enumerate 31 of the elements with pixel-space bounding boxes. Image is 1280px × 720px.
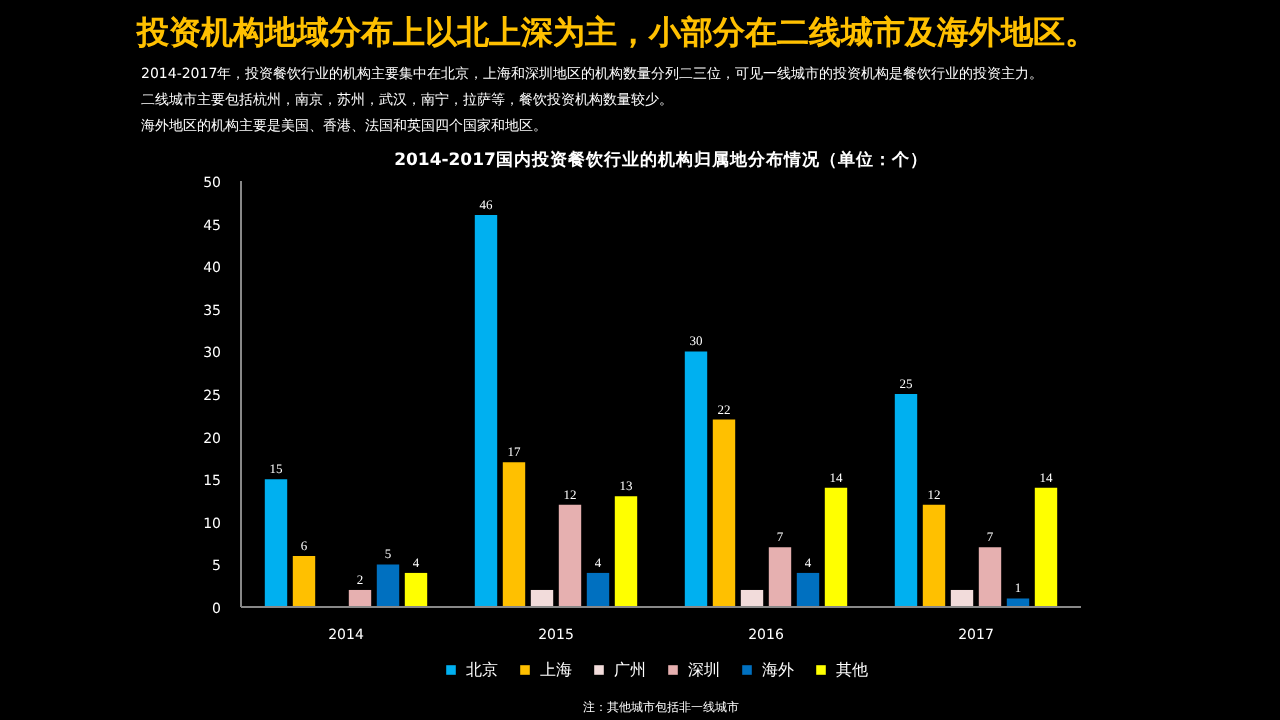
bar bbox=[586, 572, 610, 607]
bar bbox=[824, 487, 848, 607]
legend-label: 广州 bbox=[614, 658, 648, 680]
legend-label: 深圳 bbox=[688, 658, 722, 680]
legend-label: 其他 bbox=[836, 658, 870, 680]
bar bbox=[264, 479, 288, 607]
bar bbox=[712, 419, 736, 607]
bar bbox=[558, 504, 582, 607]
legend-label: 上海 bbox=[540, 658, 574, 680]
bar bbox=[614, 496, 638, 607]
bar bbox=[922, 504, 946, 607]
bar bbox=[894, 394, 918, 607]
bar bbox=[740, 589, 764, 607]
legend-label: 北京 bbox=[466, 658, 500, 680]
bar bbox=[1006, 598, 1030, 607]
bar bbox=[348, 589, 372, 607]
bar bbox=[292, 555, 316, 607]
chart-subtitle: 2014-2017国内投资餐饮行业的机构归属地分布情况（单位：个） bbox=[394, 149, 928, 171]
bar bbox=[474, 215, 498, 607]
legend-label: 海外 bbox=[762, 658, 796, 680]
bar bbox=[768, 547, 792, 607]
bar bbox=[404, 572, 428, 607]
bar bbox=[950, 589, 974, 607]
bar bbox=[1034, 487, 1058, 607]
bar bbox=[978, 547, 1002, 607]
bar bbox=[684, 351, 708, 607]
chart-title: 投资机构地域分布上以北上深为主，小部分在二线城市及海外地区。 bbox=[135, 13, 1097, 51]
bar bbox=[530, 589, 554, 607]
bar bbox=[502, 462, 526, 607]
bar bbox=[376, 564, 400, 607]
bar bbox=[796, 572, 820, 607]
